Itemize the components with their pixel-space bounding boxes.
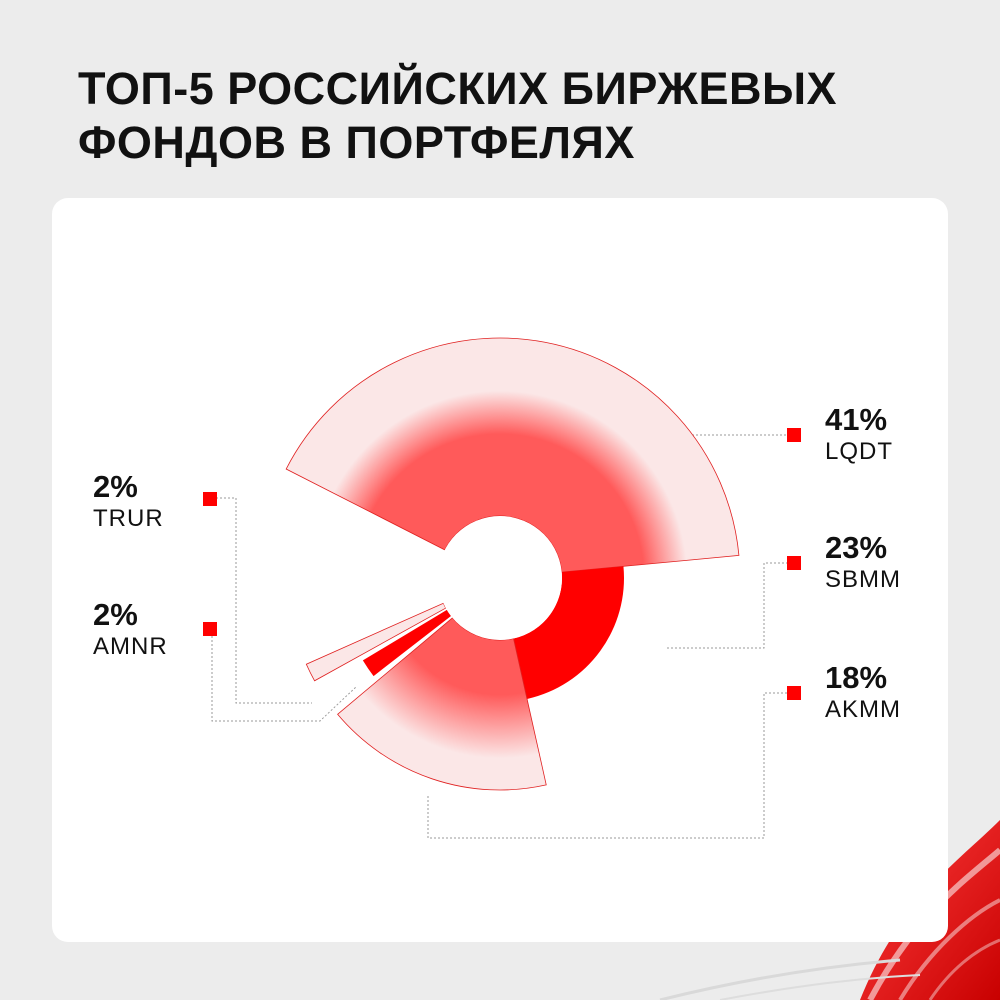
leader-line-amnr (211, 628, 358, 722)
label-trur-value: 2% (93, 469, 138, 504)
leader-lines (211, 434, 787, 839)
title-line-1: ТОП-5 РОССИЙСКИХ БИРЖЕВЫХ (78, 63, 838, 114)
title-line-2: ФОНДОВ В ПОРТФЕЛЯХ (78, 117, 635, 168)
marker-trur (203, 492, 217, 506)
rose-sectors (285, 337, 740, 791)
label-akmm: 18% AKMM (825, 661, 901, 725)
chart-card: 41% LQDT 23% SBMM 18% AKMM 2% TRUR 2% AM… (52, 198, 948, 942)
leader-line-akmm (427, 692, 787, 839)
label-amnr-value: 2% (93, 597, 138, 632)
label-markers (203, 428, 801, 700)
leader-line-sbmm (667, 562, 787, 649)
sector-amnr (362, 609, 452, 677)
label-trur-name: TRUR (93, 505, 164, 532)
label-akmm-value: 18% (825, 660, 888, 695)
sector-sbmm (513, 566, 625, 700)
rose-chart (203, 337, 801, 839)
label-lqdt-value: 41% (825, 402, 888, 437)
label-sbmm: 23% SBMM (825, 531, 901, 595)
marker-akmm (787, 686, 801, 700)
label-lqdt-name: LQDT (825, 438, 894, 465)
label-sbmm-name: SBMM (825, 566, 901, 593)
marker-sbmm (787, 556, 801, 570)
label-amnr-name: AMNR (93, 633, 168, 660)
chart-center-hole (438, 516, 562, 640)
label-sbmm-value: 23% (825, 530, 888, 565)
label-lqdt: 41% LQDT (825, 403, 893, 467)
label-trur: 2% TRUR (93, 470, 164, 534)
leader-line-trur (212, 497, 312, 704)
label-akmm-name: AKMM (825, 696, 901, 723)
marker-amnr (203, 622, 217, 636)
label-amnr: 2% AMNR (93, 598, 168, 662)
marker-lqdt (787, 428, 801, 442)
page-title: ТОП-5 РОССИЙСКИХ БИРЖЕВЫХ ФОНДОВ В ПОРТФ… (78, 62, 837, 170)
